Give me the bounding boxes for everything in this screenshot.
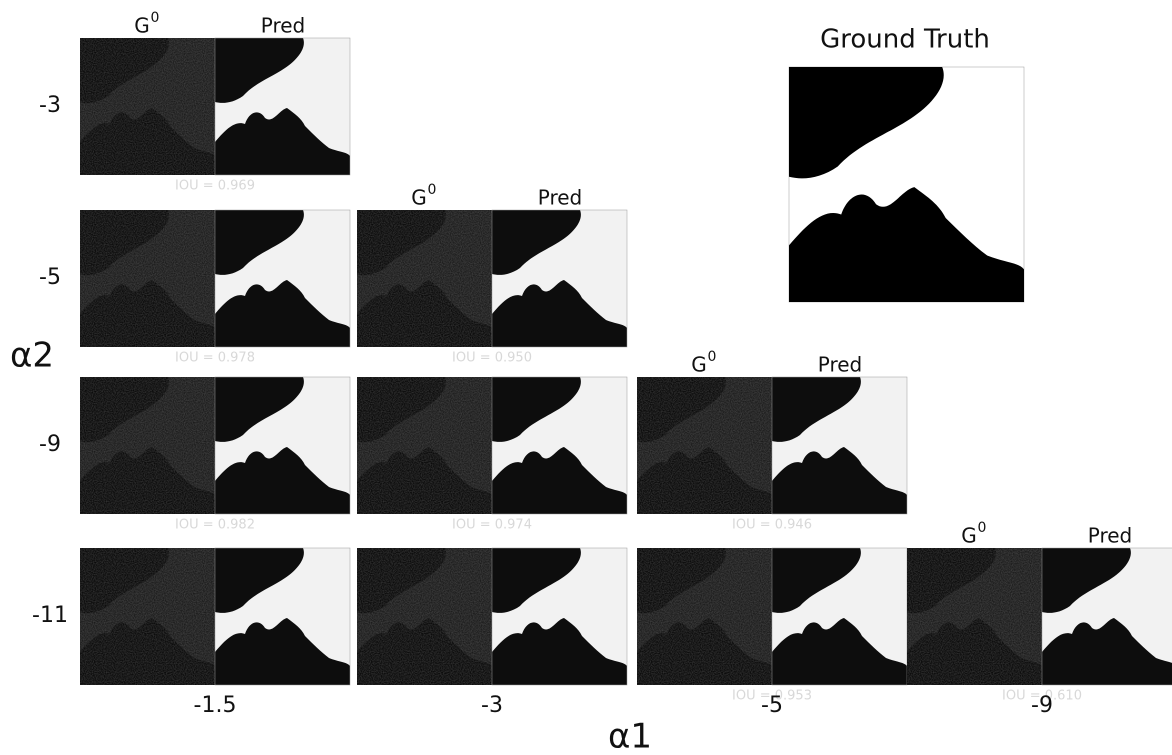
g0-image <box>637 548 772 685</box>
g0-superscript: 0 <box>151 10 160 26</box>
pred-label: Pred <box>818 353 863 377</box>
pred-image <box>492 548 627 685</box>
g0-image <box>80 377 215 514</box>
g0-image <box>357 377 492 514</box>
row-label: -3 <box>39 93 61 118</box>
g0-label: G <box>691 353 707 377</box>
pred-image <box>492 210 627 347</box>
iou-label: IOU = 0.969 <box>175 179 255 194</box>
g0-superscript: 0 <box>978 520 987 536</box>
pred-label: Pred <box>261 14 306 38</box>
g0-image <box>357 548 492 685</box>
g0-image <box>80 548 215 685</box>
row-label: -11 <box>32 603 68 628</box>
pred-label: Pred <box>538 186 583 210</box>
pred-image <box>1042 548 1172 685</box>
g0-superscript: 0 <box>428 182 437 198</box>
y-axis-title: α2 <box>10 336 54 376</box>
g0-image <box>80 38 215 175</box>
iou-label: IOU = 0.978 <box>175 351 255 366</box>
gt-title: Ground Truth <box>820 25 990 55</box>
pred-label: Pred <box>1088 524 1133 548</box>
pred-image <box>215 377 350 514</box>
row-label: -9 <box>39 432 61 457</box>
figure: Ground Truth α2 α1 -3G0PredIOU = 0.969-5… <box>0 0 1172 755</box>
g0-image <box>907 548 1042 685</box>
gt-image <box>789 67 1024 302</box>
g0-superscript: 0 <box>708 349 717 365</box>
row-label: -5 <box>39 265 61 290</box>
column-label: -3 <box>481 693 503 718</box>
pred-image <box>215 38 350 175</box>
column-label: -1.5 <box>194 693 237 718</box>
g0-image <box>357 210 492 347</box>
iou-label: IOU = 0.950 <box>452 351 532 366</box>
g0-label: G <box>961 524 977 548</box>
pred-image <box>772 377 907 514</box>
g0-label: G <box>411 186 427 210</box>
pred-image <box>492 377 627 514</box>
x-axis-title: α1 <box>608 717 652 755</box>
pred-image <box>772 548 907 685</box>
pred-image <box>215 210 350 347</box>
pred-image <box>215 548 350 685</box>
g0-image <box>637 377 772 514</box>
iou-label: IOU = 0.974 <box>452 518 532 533</box>
iou-label: IOU = 0.946 <box>732 518 812 533</box>
iou-label: IOU = 0.982 <box>175 518 255 533</box>
column-label: -5 <box>761 693 783 718</box>
column-label: -9 <box>1031 693 1053 718</box>
g0-image <box>80 210 215 347</box>
g0-label: G <box>134 14 150 38</box>
